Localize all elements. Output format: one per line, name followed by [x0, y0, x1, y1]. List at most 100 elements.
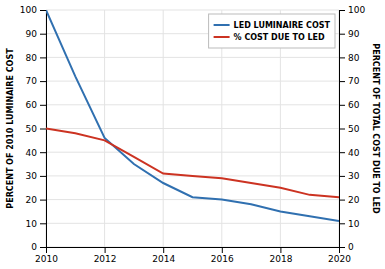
tick-mark	[339, 34, 345, 35]
grid	[46, 10, 339, 247]
tick-mark	[40, 223, 46, 224]
tick-label: 100	[348, 5, 365, 15]
tick-label: 90	[26, 29, 38, 39]
tick: 20	[26, 195, 46, 205]
tick: 2016	[211, 247, 234, 264]
tick-mark	[339, 200, 345, 201]
tick: 30	[26, 171, 46, 181]
tick-label: 70	[348, 76, 360, 86]
tick-mark	[339, 129, 345, 130]
tick: 40	[26, 148, 46, 158]
tick-mark	[339, 223, 345, 224]
tick: 10	[26, 219, 46, 229]
line	[46, 129, 339, 198]
y-axis: 0 10 20 30 40 50 60 70 80 90 100	[20, 5, 47, 252]
tick: 70	[339, 76, 360, 86]
tick-label: 80	[26, 53, 38, 63]
line	[46, 10, 339, 221]
tick-label: 70	[26, 76, 38, 86]
grid-line	[46, 128, 339, 129]
chart: 2010201220142016201820200102030405060708…	[0, 0, 385, 269]
tick: 10	[339, 219, 360, 229]
tick-label: 10	[26, 219, 38, 229]
tick: 2014	[152, 247, 175, 264]
tick-label: 2018	[269, 254, 292, 264]
tick: 100	[20, 5, 46, 15]
grid-line	[46, 10, 339, 11]
tick: 60	[26, 100, 46, 110]
tick: 100	[339, 5, 365, 15]
tick-label: 20	[348, 195, 360, 205]
y-axis-title: PERCENT OF 2010 LUMINAIRE COST	[6, 48, 15, 209]
tick-mark	[40, 247, 46, 248]
tick: 2018	[269, 247, 292, 264]
tick-label: 100	[20, 5, 37, 15]
grid-line	[46, 199, 339, 200]
tick-mark	[105, 247, 106, 253]
tick-mark	[280, 247, 281, 253]
tick-mark	[40, 152, 46, 153]
tick-mark	[40, 10, 46, 11]
tick-label: 10	[348, 219, 360, 229]
tick-label: 40	[26, 148, 38, 158]
tick-mark	[40, 200, 46, 201]
tick: 80	[339, 53, 360, 63]
tick-label: 30	[26, 171, 38, 181]
plot: 2010201220142016201820200102030405060708…	[20, 5, 366, 264]
legend-swatch	[214, 24, 230, 26]
tick: 50	[26, 124, 46, 134]
axis-domain	[40, 11, 47, 248]
legend-item: % COST DUE TO LED	[214, 33, 325, 42]
tick: 30	[339, 171, 360, 181]
tick-label: 80	[348, 53, 360, 63]
tick-label: 2014	[152, 254, 175, 264]
legend-swatch	[214, 36, 230, 38]
tick-mark	[339, 247, 345, 248]
tick-mark	[40, 34, 46, 35]
tick: 20	[339, 195, 360, 205]
grid-line	[46, 81, 339, 82]
y2-axis: 0102030405060708090100	[339, 5, 365, 252]
tick: 50	[339, 124, 360, 134]
tick: 70	[26, 76, 46, 86]
tick-mark	[40, 57, 46, 58]
tick-label: 50	[26, 124, 38, 134]
tick: 90	[339, 29, 360, 39]
tick-label: 2012	[94, 254, 117, 264]
tick-label: 2020	[328, 254, 351, 264]
tick: 2012	[94, 247, 117, 264]
tick-mark	[40, 105, 46, 106]
legend-label: LED LUMINAIRE COST	[234, 21, 331, 30]
tick-mark	[339, 176, 345, 177]
legend-item: LED LUMINAIRE COST	[214, 21, 331, 30]
tick-label: 20	[26, 195, 38, 205]
tick-mark	[339, 57, 345, 58]
tick-mark	[40, 81, 46, 82]
y2-axis-title: PERCENT OF TOTAL COST DUE TO LED	[371, 43, 380, 214]
tick-mark	[339, 81, 345, 82]
tick-mark	[339, 10, 345, 11]
tick-label: 30	[348, 171, 360, 181]
tick: 40	[339, 148, 360, 158]
axis-domain	[340, 11, 346, 248]
legend: LED LUMINAIRE COST % COST DUE TO LED	[209, 14, 335, 48]
tick-label: 0	[31, 242, 37, 252]
tick: 2010	[35, 247, 58, 264]
grid-line	[46, 57, 339, 58]
grid-line	[163, 10, 164, 247]
tick: 90	[26, 29, 46, 39]
tick: 0	[339, 242, 354, 252]
tick-mark	[40, 129, 46, 130]
tick-label: 2016	[211, 254, 234, 264]
legend-box	[209, 14, 335, 48]
tick: 80	[26, 53, 46, 63]
tick-label: 60	[26, 100, 38, 110]
tick-label: 0	[348, 242, 354, 252]
tick-label: 2010	[35, 254, 58, 264]
tick-mark	[339, 105, 345, 106]
x-axis: 2010 2012 2014 2016 2018 2020	[35, 247, 351, 264]
tick-mark	[222, 247, 223, 253]
grid-line	[104, 10, 105, 247]
legend-label: % COST DUE TO LED	[234, 33, 325, 42]
tick-label: 40	[348, 148, 360, 158]
